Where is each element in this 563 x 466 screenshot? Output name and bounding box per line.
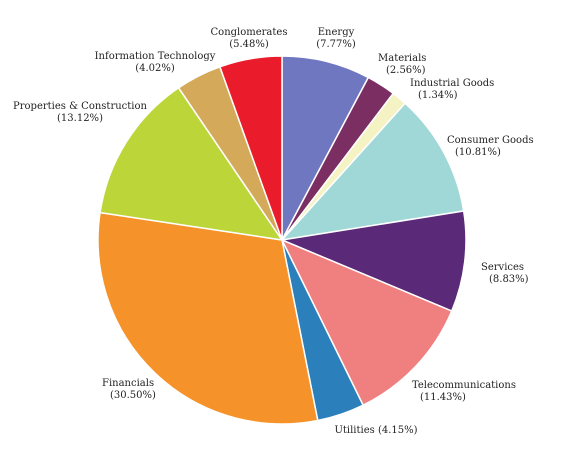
slice-label-value: (11.43%) [420, 392, 466, 403]
slice-label: Energy (7.77%) [316, 27, 356, 50]
slice-label-name: Materials [378, 53, 426, 64]
slice-label-name: Conglomerates [211, 27, 288, 38]
slice-label-name: Services [481, 262, 524, 273]
slice-label-name: Financials [102, 378, 154, 389]
slice-label-value: (8.83%) [489, 274, 529, 285]
slice-label-value: (13.12%) [57, 113, 103, 124]
pie-slice-consumer-goods [280, 102, 465, 242]
slice-label: Utilities (4.15%) [334, 425, 417, 436]
slice-label-value: (4.02%) [135, 63, 175, 74]
slice-label: Services (8.83%) [481, 262, 529, 285]
pie-labels: Energy (7.77%)Materials (2.56%)Industrial … [13, 27, 534, 436]
pie-slice-properties-construction [99, 86, 284, 241]
slice-label-name: Energy [318, 27, 355, 38]
slice-label: Telecommunications (11.43%) [412, 380, 516, 403]
slice-label-value: (1.34%) [418, 90, 458, 101]
slice-label: Materials (2.56%) [378, 53, 426, 76]
slice-label: Consumer Goods (10.81%) [447, 135, 534, 158]
slice-label-name: Properties & Construction [13, 101, 147, 112]
slice-label-value: (10.81%) [455, 147, 501, 158]
slice-label-value: (30.50%) [110, 390, 156, 401]
slice-label-name: Consumer Goods [447, 135, 534, 146]
pie-slice-telecommunications [280, 238, 453, 407]
slice-label: Conglomerates (5.48%) [211, 27, 288, 50]
slice-label-name: Information Technology [95, 51, 216, 62]
slice-label: Industrial Goods (1.34%) [410, 78, 494, 101]
pie-slice-services [279, 210, 467, 313]
slice-label-value: (7.77%) [316, 39, 356, 50]
slice-label: Financials (30.50%) [102, 378, 156, 401]
slice-label: Properties & Construction (13.12%) [13, 101, 147, 124]
slice-label: Information Technology (4.02%) [95, 51, 216, 74]
pie-slices [97, 55, 467, 425]
slice-label-value: (2.56%) [386, 65, 426, 76]
pie-slice-financials [97, 211, 319, 425]
pie-slice-conglomerates [218, 55, 283, 241]
slice-label-value: (5.48%) [229, 39, 269, 50]
slice-label-name: Industrial Goods [410, 78, 494, 89]
slice-label-name: Telecommunications [412, 380, 516, 391]
slice-label-text: Utilities (4.15%) [334, 425, 417, 436]
